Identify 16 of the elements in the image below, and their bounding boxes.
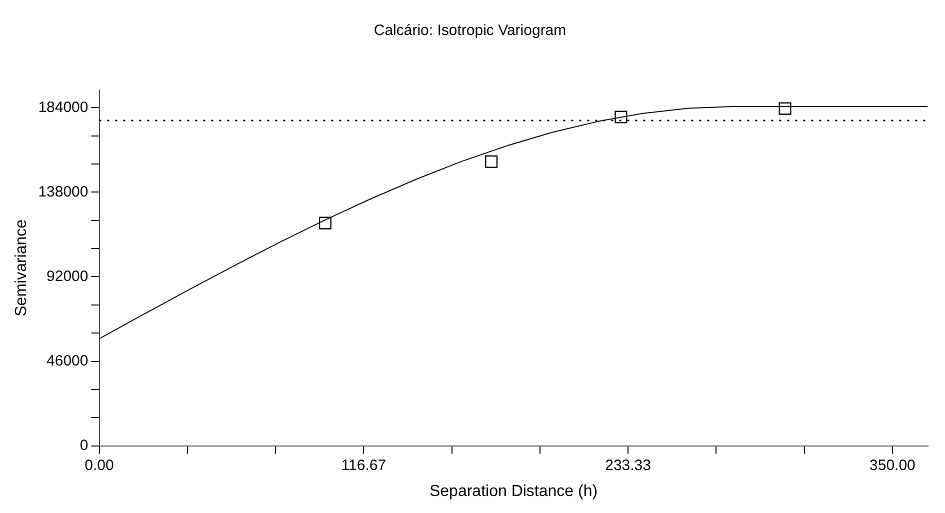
y-axis-title: Semivariance bbox=[13, 219, 30, 316]
point bbox=[778, 102, 792, 115]
x-tick-label: 0.00 bbox=[84, 456, 114, 474]
y-tick-label: 184000 bbox=[38, 98, 88, 116]
point bbox=[614, 110, 628, 124]
x-tick-label: 116.67 bbox=[341, 456, 386, 474]
y-tick-label: 92000 bbox=[46, 268, 88, 285]
y-tick-label: 138000 bbox=[38, 183, 88, 200]
x-axis-title: Separation Distance (h) bbox=[429, 482, 598, 500]
x-tick-label: 233.33 bbox=[605, 456, 651, 474]
point bbox=[485, 155, 498, 168]
x-tick-label: 350.00 bbox=[870, 456, 916, 474]
point bbox=[318, 216, 332, 230]
chart-title: Calcário: Isotropic Variogram bbox=[374, 22, 566, 40]
y-tick-label: 0 bbox=[80, 436, 88, 454]
y-tick-label: 46000 bbox=[46, 352, 88, 370]
